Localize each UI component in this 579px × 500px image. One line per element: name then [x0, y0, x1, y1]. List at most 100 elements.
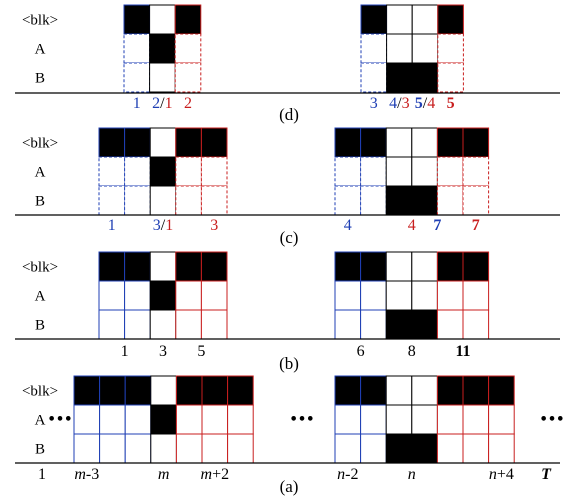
cell-blk-filled [360, 251, 387, 282]
cell-b-empty [200, 185, 228, 216]
cell-blk-filled [98, 127, 126, 158]
cell-b-empty [360, 433, 387, 464]
ellipsis-middle: ••• [290, 413, 315, 428]
cell-a-empty [124, 156, 151, 187]
time-label: 1 [108, 217, 116, 234]
cell-a-empty [437, 33, 464, 64]
cell-a-empty [411, 404, 438, 435]
row-label-blk: <blk> [22, 136, 58, 152]
time-label: n+4 [489, 466, 514, 483]
cell-blk-filled [124, 375, 152, 406]
cell-blk-filled [175, 375, 203, 406]
cell-b-empty [334, 433, 362, 464]
cell-b-filled [411, 309, 438, 340]
cell-a-empty [200, 280, 228, 311]
cell-blk-filled [437, 4, 464, 35]
cell-b-empty [437, 62, 464, 93]
cell-group-2: 6 8 11 [334, 251, 490, 360]
cell-b-empty [124, 185, 151, 216]
cell-a-empty [201, 404, 229, 435]
cell-a-empty [200, 156, 228, 187]
cell-blk-empty [149, 127, 177, 158]
panel-caption: (c) [280, 228, 299, 247]
cell-blk-filled [123, 4, 151, 35]
cell-a-empty [73, 404, 101, 435]
cell-a-empty [385, 404, 413, 435]
row-label-blk: <blk> [22, 13, 58, 29]
cell-b-empty [334, 309, 362, 340]
time-label: m [158, 466, 170, 483]
time-label: m+2 [201, 466, 230, 483]
time-label: 4 [344, 217, 352, 234]
cell-blk-empty [386, 4, 413, 35]
cell-b-empty [334, 185, 362, 216]
cell-b-empty [462, 309, 490, 340]
row-label-b: B [35, 442, 45, 458]
cell-b-empty [201, 433, 229, 464]
time-end-label: T [541, 466, 552, 483]
cell-a-empty [488, 404, 515, 435]
cell-b-filled [386, 62, 413, 93]
cell-b-empty [175, 185, 202, 216]
cell-b-filled [385, 433, 413, 464]
panel-c: <blk>AB1 3/1 3 4 4 7 7(c) [15, 127, 560, 247]
cell-blk-filled [124, 251, 151, 282]
time-label: 4/3 [389, 95, 409, 112]
time-label: 3 [159, 343, 167, 360]
cell-blk-filled [98, 251, 126, 282]
cell-a-filled [149, 280, 177, 311]
cell-group-2: 3 4/3 5/4 5 [360, 4, 464, 112]
cell-b-empty [360, 62, 388, 93]
cell-b-empty [436, 309, 464, 340]
row-label-blk: <blk> [22, 260, 58, 276]
cell-a-empty [385, 280, 413, 311]
cell-a-empty [411, 156, 438, 187]
cell-a-empty [334, 280, 362, 311]
cell-b-filled [411, 185, 438, 216]
cell-b-empty [174, 62, 202, 93]
cell-a-empty [175, 156, 202, 187]
cell-blk-filled [334, 127, 362, 158]
panel-caption: (b) [279, 354, 299, 373]
cell-b-empty [227, 433, 254, 464]
cell-blk-filled [334, 375, 362, 406]
cell-b-empty [124, 433, 152, 464]
panel-d: <blk> AB 1 2/1 2 3 4/3 5/4 5 (d) [15, 4, 560, 124]
time-label: 2/1 [152, 95, 172, 112]
cell-group-2: n-2 n n+4 [334, 375, 515, 483]
cell-b-empty [149, 62, 176, 93]
cell-b-filled [385, 185, 413, 216]
cell-blk-filled [174, 4, 202, 35]
time-start-label: 1 [38, 466, 46, 483]
cell-b-empty [123, 62, 151, 93]
cell-blk-filled [227, 375, 254, 406]
cell-blk-filled [124, 127, 151, 158]
cell-b-empty [73, 433, 101, 464]
panel-caption: (d) [279, 105, 299, 124]
time-label: 5/4 [415, 95, 435, 112]
cell-b-filled [411, 62, 439, 93]
cell-group-1: 1 2/1 2 [123, 4, 202, 112]
time-label: 11 [455, 343, 470, 360]
cell-a-empty [462, 280, 490, 311]
cell-blk-empty [411, 4, 439, 35]
cell-blk-filled [360, 127, 387, 158]
time-label: 2 [184, 95, 192, 112]
cell-a-empty [124, 404, 152, 435]
cell-blk-empty [149, 4, 176, 35]
time-label: 5 [447, 95, 455, 112]
time-label: n [408, 466, 416, 483]
cell-a-empty [98, 280, 126, 311]
ellipsis-right: ••• [540, 413, 565, 428]
time-label: m-3 [74, 466, 99, 483]
cell-b-empty [175, 309, 202, 340]
time-label: 5 [197, 343, 205, 360]
cell-blk-filled [462, 375, 490, 406]
time-label: 7 [472, 217, 480, 234]
cell-b-filled [385, 309, 413, 340]
cell-b-empty [488, 433, 515, 464]
cell-blk-filled [99, 375, 126, 406]
time-label: 1 [133, 95, 141, 112]
cell-b-empty [99, 433, 126, 464]
